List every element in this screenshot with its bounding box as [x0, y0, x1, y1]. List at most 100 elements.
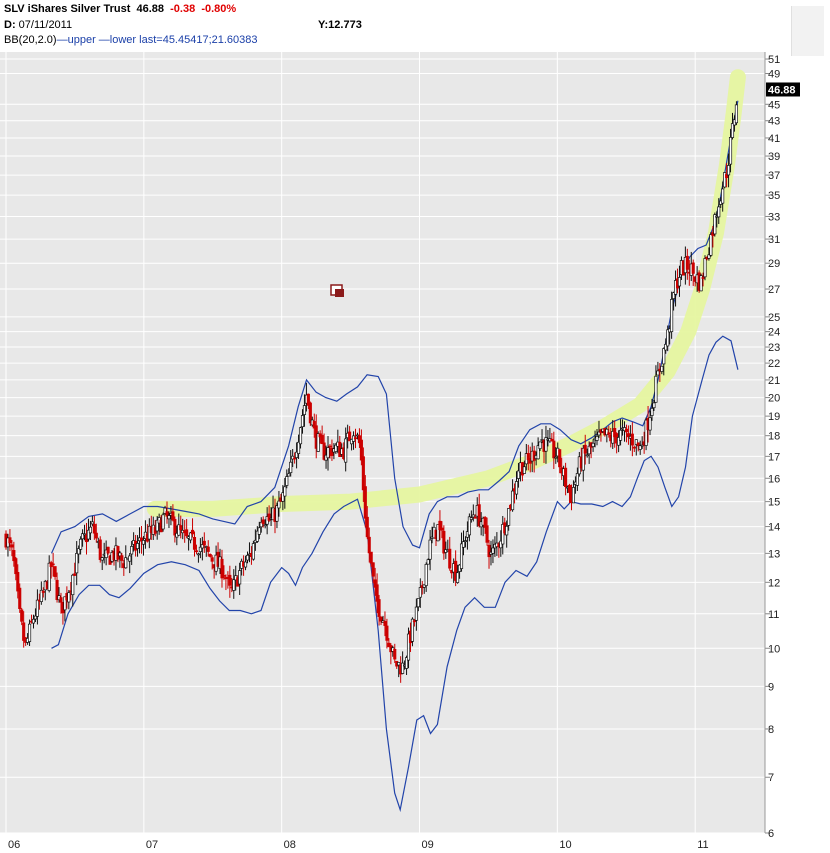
candle-body: [383, 621, 387, 626]
candle-body: [595, 435, 599, 441]
candle-body: [163, 507, 167, 514]
candle-body: [53, 566, 57, 577]
candle-body: [283, 486, 287, 497]
indicator-legend: BB(20,2.0)—upper —lower last=45.45417;21…: [4, 34, 258, 46]
candle-body: [397, 662, 401, 666]
candle-body: [357, 435, 361, 444]
y-tick-label: 17: [768, 451, 780, 463]
candle-body: [86, 529, 91, 540]
title-bar: SLV iShares Silver Trust 46.88 -0.38 -0.…: [4, 3, 236, 15]
candle-body: [28, 623, 32, 642]
candle-body: [552, 440, 556, 459]
candle-body: [373, 579, 377, 588]
candle-body: [251, 543, 255, 560]
candle-body: [289, 461, 293, 474]
candle-body: [171, 511, 175, 521]
candle-body: [255, 530, 259, 542]
candle-body: [636, 442, 640, 447]
candle-body: [261, 519, 265, 525]
candle-body: [721, 188, 725, 204]
candle-body: [440, 527, 444, 531]
candle-body: [630, 433, 634, 446]
candle-body: [220, 558, 224, 579]
candle-body: [259, 521, 263, 528]
candle-body: [727, 165, 731, 176]
candle-body: [228, 574, 232, 586]
x-tick-label: 10: [559, 839, 571, 851]
candle-body: [662, 348, 666, 365]
candle-body: [583, 444, 587, 454]
candle-body: [334, 444, 338, 452]
candle-body: [179, 525, 183, 531]
y-tick-label: 23: [768, 342, 780, 354]
candle-body: [208, 553, 212, 557]
candle-body: [35, 599, 39, 617]
candle-body: [536, 445, 540, 460]
candle-body: [302, 405, 307, 415]
candle-body: [375, 584, 379, 602]
candle-body: [522, 466, 526, 474]
candle-body: [300, 415, 305, 428]
y-tick-label: 14: [768, 522, 780, 534]
candle-body: [448, 548, 452, 569]
candle-body: [485, 525, 489, 543]
indicator-name: BB(20,2.0): [4, 34, 57, 46]
candle-body: [587, 445, 591, 455]
candle-body: [410, 618, 414, 642]
candle-body: [22, 622, 26, 641]
candle-body: [47, 562, 51, 591]
candle-body: [701, 277, 705, 279]
last-price-box: [766, 82, 800, 97]
y-tick-label: 43: [768, 116, 780, 128]
candle-body: [167, 515, 171, 520]
candle-body: [656, 370, 660, 376]
last-price: 46.88: [136, 3, 165, 15]
candle-body: [344, 438, 348, 463]
candle-body: [369, 551, 373, 564]
candle-body: [571, 487, 576, 504]
candle-body: [75, 553, 79, 574]
y-tick-label: 45: [768, 99, 780, 111]
candle-body: [379, 616, 383, 622]
candle-body: [393, 648, 397, 660]
candle-body: [200, 544, 204, 549]
candle-body: [654, 375, 658, 403]
candle-body: [196, 553, 200, 556]
candle-body: [459, 543, 464, 569]
candle-body: [511, 490, 515, 511]
candle-body: [597, 431, 601, 436]
candle-body: [685, 255, 689, 270]
candle-body: [456, 572, 460, 583]
candle-body: [567, 484, 572, 493]
candle-body: [39, 589, 43, 602]
candle-body: [442, 530, 446, 554]
y-tick-label: 39: [768, 151, 780, 163]
candle-body: [67, 592, 71, 603]
candle-body: [473, 516, 477, 519]
y-tick-label: 51: [768, 54, 780, 66]
toolbar-icon[interactable]: [791, 6, 824, 56]
candle-body: [12, 550, 16, 562]
candle-body: [538, 441, 542, 449]
cursor-y: Y:12.773: [318, 19, 362, 31]
candle-body: [624, 428, 629, 433]
candle-body: [461, 541, 466, 548]
last-price-label: 46.88: [768, 84, 796, 96]
candle-body: [424, 564, 428, 586]
candle-body: [281, 492, 285, 502]
candle-body: [644, 419, 648, 446]
x-tick-label: 11: [697, 839, 708, 851]
candle-body: [377, 599, 381, 617]
candle-body: [699, 275, 703, 292]
x-tick-label: 06: [8, 839, 20, 851]
candle-body: [564, 467, 568, 487]
candle-body: [192, 536, 197, 550]
candle-body: [173, 518, 177, 536]
candle-body: [106, 546, 110, 554]
candle-body: [18, 587, 22, 609]
candle-body: [634, 439, 638, 445]
candle-body: [414, 606, 418, 621]
candle-body: [130, 546, 134, 555]
candle-body: [707, 254, 711, 259]
